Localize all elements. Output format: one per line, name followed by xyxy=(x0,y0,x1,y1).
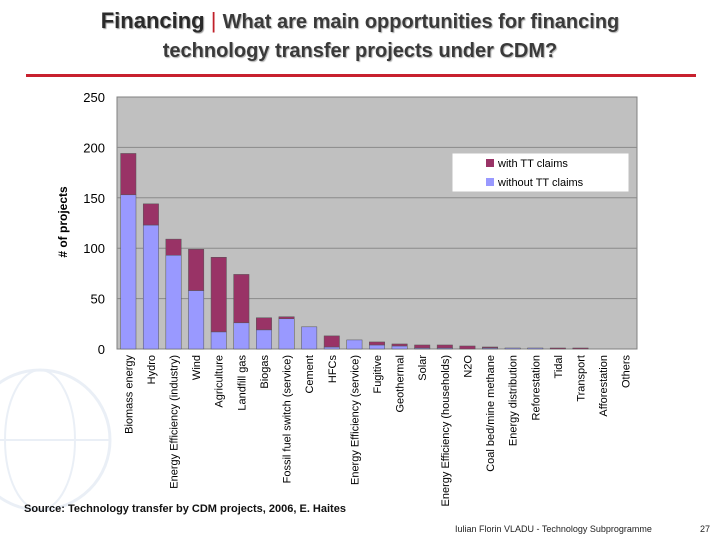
y-tick-label: 100 xyxy=(83,241,105,256)
bar-with-tt xyxy=(323,335,340,348)
x-tick-label: Energy Efficiency (service) xyxy=(349,355,361,485)
globe-watermark-icon xyxy=(0,368,112,512)
bar-without-tt xyxy=(301,326,318,350)
bar-with-tt xyxy=(572,347,589,350)
x-tick-label: Fugitive xyxy=(372,355,384,394)
x-tick-label: N2O xyxy=(462,355,474,378)
bar-without-tt xyxy=(369,344,385,350)
bar-with-tt xyxy=(369,341,385,346)
x-tick-label: Transport xyxy=(575,355,587,402)
bar-with-tt xyxy=(120,153,137,196)
bar-without-tt xyxy=(188,290,205,350)
x-tick-label: Hydro xyxy=(146,355,158,384)
bar-with-tt xyxy=(188,248,205,291)
bar-with-tt xyxy=(391,343,408,347)
x-tick-label: Tidal xyxy=(553,355,565,378)
page-number: 27 xyxy=(700,524,711,534)
x-tick-label: Biomass energy xyxy=(123,355,135,434)
bar-without-tt xyxy=(323,346,340,350)
x-tick-label: Energy distribution xyxy=(508,355,520,446)
bar-with-tt xyxy=(210,257,227,333)
bar-without-tt xyxy=(142,224,159,350)
x-tick-label: Others xyxy=(621,355,633,389)
y-tick-label: 50 xyxy=(91,292,105,307)
y-tick-label: 0 xyxy=(98,342,105,357)
x-tick-label: Afforestation xyxy=(598,355,610,417)
bar-with-tt xyxy=(482,346,498,349)
x-tick-label: Cement xyxy=(304,355,316,394)
bar-without-tt xyxy=(120,194,137,350)
legend-label-with-tt: with TT claims xyxy=(497,158,568,170)
bar-with-tt xyxy=(549,347,566,350)
footer-author: Iulian Florin VLADU - Technology Subprog… xyxy=(455,524,652,534)
chart: 0 50 100 150 200 250 Biomass energy Hydro Energ… xyxy=(56,90,638,506)
x-tick-label: Reforestation xyxy=(530,355,542,420)
legend: with TT claims without TT claims xyxy=(451,152,630,193)
bar-with-tt xyxy=(459,345,476,350)
x-tick-label: Agriculture xyxy=(214,355,226,408)
title-main: Financing xyxy=(100,8,205,33)
bar-with-tt xyxy=(256,317,272,331)
x-tick-label: Coal bed/mine methane xyxy=(485,355,497,472)
bar-without-tt xyxy=(391,345,408,350)
bar-with-tt xyxy=(165,238,182,256)
slide-title: Financing | What are main opportunities … xyxy=(0,8,720,34)
source-citation: Source: Technology transfer by CDM proje… xyxy=(24,503,346,515)
x-tick-label: Wind xyxy=(191,355,203,380)
x-tick-label: Fossil fuel switch (service) xyxy=(282,355,294,483)
legend-swatch-with-tt xyxy=(486,159,494,167)
x-tick-label: Geothermal xyxy=(395,355,407,412)
y-axis-label: # of projects xyxy=(56,186,70,258)
title-question-line2: technology transfer projects under CDM? xyxy=(162,40,558,62)
bar-without-tt xyxy=(527,347,544,350)
x-tick-label: Energy Efficiency (households) xyxy=(440,355,452,506)
bar-without-tt xyxy=(346,339,363,350)
bar-with-tt xyxy=(233,274,250,324)
bar-with-tt xyxy=(436,344,453,349)
bar-without-tt xyxy=(504,347,521,350)
bar-without-tt xyxy=(210,331,227,350)
y-tick-label: 250 xyxy=(83,90,105,105)
y-tick-label: 150 xyxy=(83,191,105,206)
bar-with-tt xyxy=(142,203,159,226)
title-rule xyxy=(26,74,696,77)
bar-without-tt xyxy=(233,322,250,350)
title-separator: | xyxy=(210,8,217,33)
bar-with-tt xyxy=(278,316,295,320)
x-tick-label: Solar xyxy=(417,355,429,381)
bar-without-tt xyxy=(278,318,295,350)
x-tick-label: Landfill gas xyxy=(236,355,248,411)
x-tick-label: Energy Efficiency (industry) xyxy=(169,355,181,489)
y-tick-label: 200 xyxy=(83,140,105,155)
bar-with-tt xyxy=(414,344,431,349)
x-tick-label: Biogas xyxy=(259,355,271,389)
bar-without-tt xyxy=(256,329,272,350)
title-question: What are main opportunities for financin… xyxy=(222,11,620,33)
legend-swatch-without-tt xyxy=(486,178,494,186)
x-tick-label: HFCs xyxy=(327,355,339,384)
legend-label-without-tt: without TT claims xyxy=(497,177,584,189)
bar-without-tt xyxy=(165,255,182,350)
